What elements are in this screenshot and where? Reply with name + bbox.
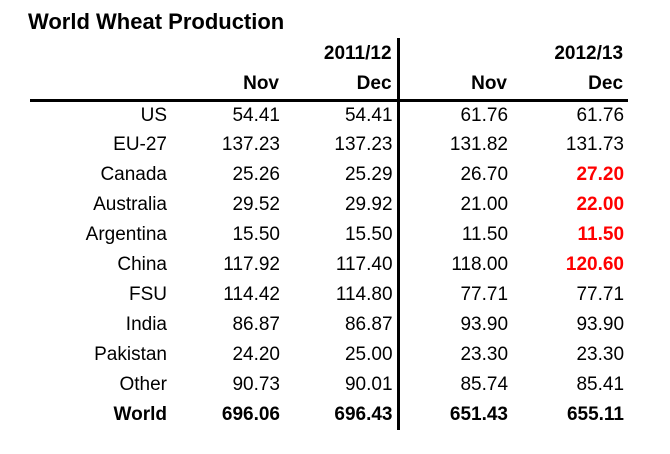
value-cell: 85.41 <box>576 374 625 395</box>
table-row: Australia 29.52 29.92 21.00 22.00 <box>30 190 628 220</box>
value-cell: 137.23 <box>221 134 280 155</box>
year-group-2012-13: 2012/13 <box>554 42 624 64</box>
value-cell: 131.73 <box>565 134 625 155</box>
value-cell: 25.26 <box>232 164 280 185</box>
value-cell: 90.73 <box>232 374 280 395</box>
value-cell: 54.41 <box>284 100 400 130</box>
row-label: Canada <box>100 164 167 185</box>
month-header-dec-1: Dec <box>284 69 400 102</box>
value-cell: 90.01 <box>284 370 400 400</box>
value-cell: 117.92 <box>223 254 280 275</box>
table-row: Pakistan 24.20 25.00 23.30 23.30 <box>30 340 628 370</box>
value-cell: 29.92 <box>284 190 400 220</box>
value-cell: 11.50 <box>577 224 625 245</box>
row-label: EU-27 <box>113 134 167 155</box>
month-header-row: Nov Dec Nov Dec <box>30 69 629 102</box>
value-cell: 21.00 <box>460 194 509 215</box>
value-cell: 11.50 <box>461 224 509 245</box>
value-cell: 15.50 <box>284 220 400 250</box>
value-cell: 26.70 <box>460 164 509 185</box>
row-label: Australia <box>93 194 167 215</box>
corner-cell <box>30 38 170 69</box>
row-label: Pakistan <box>94 344 167 365</box>
wheat-production-table: 2011/12 2012/13 Nov Dec Nov Dec US 54.41… <box>30 38 629 430</box>
value-cell: 25.29 <box>284 160 400 190</box>
month-header-nov-2: Nov <box>398 69 513 102</box>
value-cell: 15.50 <box>232 224 280 245</box>
value-cell: 114.42 <box>223 284 280 305</box>
table-row: US 54.41 54.41 61.76 61.76 <box>30 100 628 130</box>
row-label: China <box>117 254 167 275</box>
table-row: Canada 25.26 25.29 26.70 27.20 <box>30 160 628 190</box>
value-cell: 117.40 <box>284 250 400 280</box>
value-cell: 131.82 <box>449 134 509 155</box>
value-cell: 93.90 <box>460 314 509 335</box>
table-row: China 117.92 117.40 118.00 120.60 <box>30 250 628 280</box>
value-cell: 696.43 <box>284 400 400 430</box>
value-cell: 54.41 <box>232 104 280 126</box>
value-cell: 77.71 <box>576 284 625 305</box>
month-header-nov-1: Nov <box>170 69 284 102</box>
value-cell: 651.43 <box>449 404 509 425</box>
value-cell: 23.30 <box>460 344 509 365</box>
value-cell: 137.23 <box>284 130 400 160</box>
year-header-row: 2011/12 2012/13 <box>30 38 628 69</box>
value-cell: 25.00 <box>284 340 400 370</box>
table-body: US 54.41 54.41 61.76 61.76 EU-27 137.23 … <box>30 100 628 430</box>
table-row: FSU 114.42 114.80 77.71 77.71 <box>30 280 628 310</box>
table-row: EU-27 137.23 137.23 131.82 131.73 <box>30 130 628 160</box>
value-cell: 120.60 <box>565 254 625 275</box>
value-cell: 696.06 <box>221 404 280 425</box>
value-cell: 93.90 <box>576 314 625 335</box>
table-row: Other 90.73 90.01 85.74 85.41 <box>30 370 628 400</box>
value-cell: 86.87 <box>232 314 280 335</box>
value-cell: 61.76 <box>460 104 509 126</box>
value-cell: 22.00 <box>576 194 625 215</box>
value-cell: 85.74 <box>460 374 509 395</box>
value-cell: 23.30 <box>576 344 625 365</box>
row-label: World <box>113 404 167 425</box>
value-cell: 118.00 <box>451 254 509 275</box>
value-cell: 27.20 <box>576 164 625 185</box>
month-header-dec-2: Dec <box>512 69 629 102</box>
year-group-2011-12: 2011/12 <box>170 38 400 69</box>
value-cell: 114.80 <box>284 280 400 310</box>
value-cell: 29.52 <box>232 194 280 215</box>
table-row: India 86.87 86.87 93.90 93.90 <box>30 310 628 340</box>
row-label: US <box>140 104 167 126</box>
value-cell: 86.87 <box>284 310 400 340</box>
value-cell: 77.71 <box>460 284 509 305</box>
table-row: Argentina 15.50 15.50 11.50 11.50 <box>30 220 628 250</box>
row-label: FSU <box>129 284 167 305</box>
value-cell: 24.20 <box>232 344 280 365</box>
page-title: World Wheat Production <box>28 9 285 34</box>
row-label: Argentina <box>85 224 167 245</box>
value-cell: 655.11 <box>566 404 625 425</box>
row-label: Other <box>119 374 167 395</box>
table-row-total: World 696.06 696.43 651.43 655.11 <box>30 400 628 430</box>
value-cell: 61.76 <box>576 104 625 126</box>
corner-cell <box>30 69 170 102</box>
row-label: India <box>125 314 167 335</box>
